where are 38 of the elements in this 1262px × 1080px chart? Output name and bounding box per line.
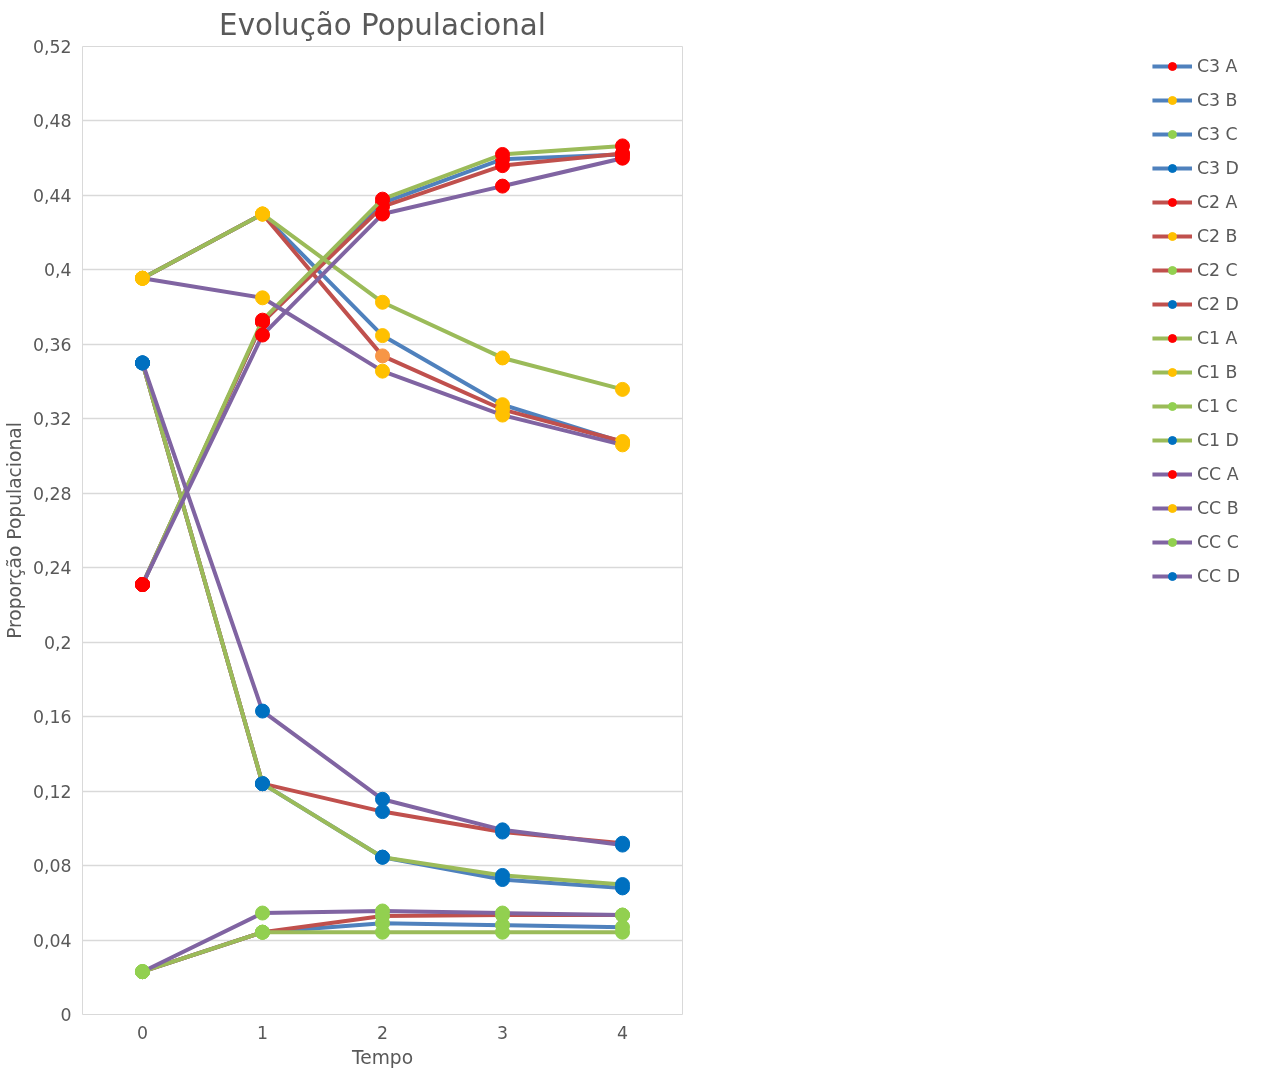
x-tick-label: 0 [136,1022,149,1043]
legend-label: C2 D [1196,294,1239,314]
legend-label: C2 B [1196,226,1238,246]
legend-label: C3 A [1196,56,1238,76]
y-tick-label: 0,24 [32,558,72,579]
x-tick-label: 3 [496,1022,509,1043]
y-tick-label: 0,32 [32,409,72,430]
y-tick-label: 0,36 [32,334,72,355]
y-tick-label: 0,16 [32,707,72,728]
legend-label: C1 C [1196,396,1238,416]
x-tick-label: 1 [256,1022,269,1043]
legend-label: CC C [1196,532,1239,552]
y-tick-label: 0,48 [32,111,72,132]
x-axis-title: Tempo [350,1046,414,1068]
y-tick-label: 0 [60,1005,72,1025]
legend-label: C3 C [1196,124,1238,144]
legend-label: C3 D [1196,158,1239,178]
legend-label: CC B [1196,498,1239,518]
legend-label: C3 B [1196,90,1238,110]
legend-label: CC D [1196,566,1240,586]
y-tick-label: 0,52 [32,37,72,57]
y-tick-label: 0,12 [32,781,72,802]
y-tick-label: 0,2 [43,632,72,653]
legend-label: CC A [1196,464,1239,484]
legend-label: C2 C [1196,260,1238,280]
legend-label: C1 D [1196,430,1239,450]
y-tick-label: 0,4 [43,260,72,281]
x-tick-label: 4 [616,1022,629,1043]
x-tick-label: 2 [376,1022,389,1043]
y-tick-label: 0,08 [32,856,72,877]
legend-label: C1 B [1196,362,1238,382]
chart-title: Evolução Populacional [219,7,546,42]
y-tick-label: 0,04 [32,930,72,951]
legend-label: C2 A [1196,192,1238,212]
y-tick-label: 0,44 [32,185,72,206]
legend-label: C1 A [1196,328,1238,348]
y-axis-title: Proporção Populacional [3,422,25,639]
y-tick-label: 0,28 [32,483,72,504]
